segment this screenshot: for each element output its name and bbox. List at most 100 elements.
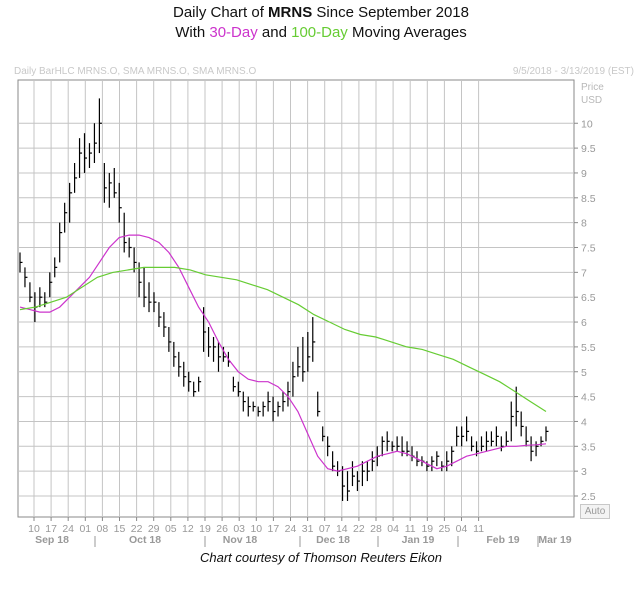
hlc-bar	[515, 386, 519, 427]
hlc-bar	[426, 461, 430, 472]
hlc-bar	[98, 98, 102, 154]
x-tick-label: 10	[28, 523, 40, 535]
hlc-bar	[262, 401, 266, 417]
x-tick-label: 31	[302, 523, 314, 535]
hlc-bar	[351, 461, 355, 487]
hlc-bar	[470, 436, 475, 452]
x-tick-label: 03	[233, 523, 245, 535]
month-label: Sep 18	[35, 534, 69, 546]
hlc-bar	[158, 302, 162, 328]
x-tick-label: 04	[387, 523, 399, 535]
hlc-bar	[237, 381, 241, 397]
hlc-bar	[29, 282, 33, 303]
legend-ma30: 30-Day	[209, 24, 258, 41]
legend-ma100: 100-Day	[291, 24, 348, 41]
x-tick-label: 04	[456, 523, 468, 535]
x-tick-label: 19	[421, 523, 433, 535]
chart-legend-text: Daily BarHLC MRNS.O, SMA MRNS.O, SMA MRN…	[14, 66, 257, 77]
y-tick-label: 6.5	[581, 292, 596, 304]
chart-credit: Chart courtesy of Thomson Reuters Eikon	[199, 550, 443, 565]
hlc-bar	[287, 381, 291, 407]
hlc-bar	[391, 441, 395, 452]
hlc-bar	[193, 381, 197, 397]
hlc-bar	[93, 123, 97, 164]
x-tick-label: 08	[97, 523, 109, 535]
x-tick-label: 11	[473, 523, 484, 535]
hlc-bar	[247, 396, 251, 417]
chart-subtitle: With 30-Day and 100-Day Moving Averages	[175, 24, 467, 41]
hlc-bar	[83, 133, 88, 173]
hlc-bar	[39, 287, 43, 308]
hlc-bar	[44, 292, 48, 308]
month-label: Jan 19	[402, 534, 435, 546]
hlc-bar	[277, 401, 281, 417]
hlc-bar	[198, 376, 202, 392]
hlc-bar	[336, 461, 341, 477]
y-tick-label: 5.5	[581, 342, 596, 354]
ticker-symbol: MRNS	[268, 4, 313, 21]
hlc-bar	[490, 431, 494, 447]
hlc-bar	[341, 466, 346, 501]
hlc-bar	[108, 172, 112, 208]
hlc-bar	[500, 436, 504, 452]
y-tick-label: 8	[581, 218, 587, 230]
x-tick-label: 22	[353, 523, 365, 535]
hlc-bar	[163, 312, 167, 337]
y-tick-label: 7.5	[581, 243, 596, 255]
x-tick-label: 17	[268, 523, 280, 535]
y-tick-label: 3	[581, 466, 587, 478]
hlc-bar	[178, 351, 182, 377]
y-tick-label: 4	[581, 416, 587, 428]
hlc-bar	[123, 212, 127, 253]
chart-title: Daily Chart of MRNS Since September 2018	[173, 4, 469, 21]
hlc-bar	[59, 222, 63, 263]
hlc-bar	[436, 451, 440, 467]
hlc-bar	[282, 391, 286, 412]
x-tick-label: 01	[79, 523, 91, 535]
hlc-bar	[466, 416, 470, 442]
x-tick-labels: 10 17 24 01 08 15 22 29 05 12 19 26 03 10 17 24 31 07 14 22…	[28, 523, 572, 546]
hlc-bar	[545, 426, 549, 442]
x-tick-label: 19	[199, 523, 211, 535]
hlc-bar	[510, 401, 514, 442]
hlc-bar	[252, 401, 256, 412]
hlc-bar	[356, 471, 360, 492]
hlc-bar	[307, 331, 311, 372]
hlc-bars	[19, 98, 549, 501]
hlc-bar	[73, 163, 78, 193]
hlc-bar	[173, 341, 177, 367]
hlc-bar	[103, 163, 107, 203]
hlc-bar	[441, 461, 445, 472]
hlc-bar	[535, 441, 539, 457]
y-tick-label: 2.5	[581, 491, 596, 503]
hlc-bar	[317, 391, 321, 417]
hlc-bar	[217, 341, 221, 372]
y-tick-labels: 2.5 3 3.5 4 4.5 5 5.5 6 6.5 7 7.5 8 8.5 9 9.5 10	[581, 118, 596, 503]
month-label: Dec 18	[316, 534, 350, 546]
hlc-bar	[525, 426, 529, 447]
hlc-bar	[148, 282, 152, 313]
hlc-bar	[292, 361, 296, 397]
hlc-bar	[212, 336, 217, 362]
x-tick-label: 22	[131, 523, 143, 535]
x-tick-label: 25	[439, 523, 451, 535]
hlc-bar	[69, 182, 73, 223]
hlc-bar	[361, 461, 365, 487]
hlc-bar	[456, 426, 460, 447]
hlc-bar	[113, 167, 117, 198]
x-tick-label: 10	[250, 523, 262, 535]
hlc-bar	[386, 431, 390, 452]
hlc-bar	[188, 371, 192, 392]
hlc-bar	[451, 446, 455, 467]
hlc-bar	[183, 361, 187, 387]
x-tick-label: 11	[405, 523, 416, 535]
hlc-bar	[480, 436, 484, 452]
price-axis-unit: USD	[581, 95, 603, 106]
hlc-bar	[431, 456, 435, 472]
hlc-bar	[381, 436, 385, 457]
hlc-bar	[49, 272, 53, 298]
y-tick-label: 4.5	[581, 392, 596, 404]
hlc-bar	[411, 446, 415, 462]
auto-scale-button[interactable]: Auto	[580, 504, 610, 519]
